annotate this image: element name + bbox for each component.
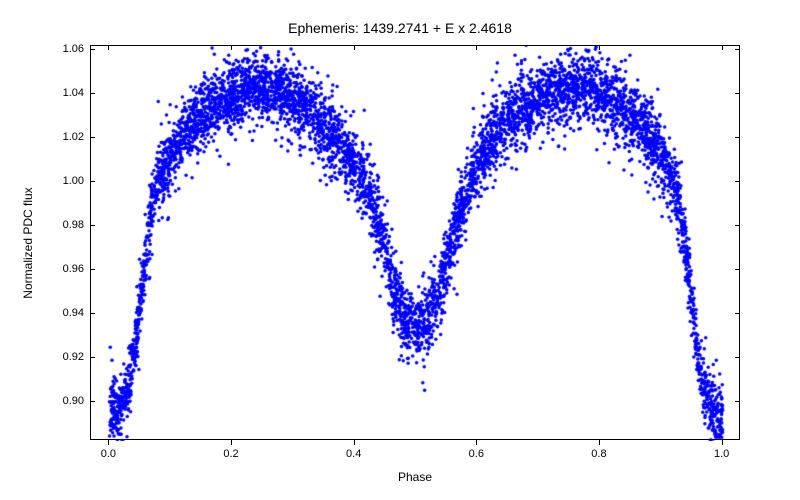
- x-tick-mark: [231, 45, 232, 50]
- x-tick-mark: [108, 45, 109, 50]
- y-tick-mark: [735, 225, 740, 226]
- y-tick-mark: [90, 269, 95, 270]
- y-tick-mark: [735, 181, 740, 182]
- y-tick-mark: [735, 49, 740, 50]
- chart-container: Ephemeris: 1439.2741 + E x 2.4618 Phase …: [0, 0, 800, 500]
- y-tick-label: 1.02: [52, 131, 84, 143]
- plot-area: [90, 45, 740, 440]
- x-tick-mark: [722, 45, 723, 50]
- x-tick-mark: [476, 45, 477, 50]
- y-tick-label: 0.94: [52, 307, 84, 319]
- y-tick-mark: [90, 357, 95, 358]
- x-tick-label: 0.4: [346, 448, 361, 460]
- scatter-canvas: [91, 46, 741, 441]
- y-tick-mark: [735, 269, 740, 270]
- x-tick-mark: [599, 440, 600, 445]
- x-tick-mark: [108, 440, 109, 445]
- y-tick-label: 1.00: [52, 175, 84, 187]
- y-tick-label: 0.90: [52, 395, 84, 407]
- x-tick-mark: [354, 45, 355, 50]
- y-tick-label: 1.04: [52, 87, 84, 99]
- y-tick-label: 0.98: [52, 219, 84, 231]
- y-tick-mark: [735, 357, 740, 358]
- y-tick-mark: [90, 49, 95, 50]
- y-tick-mark: [90, 93, 95, 94]
- y-tick-label: 0.92: [52, 351, 84, 363]
- y-tick-mark: [90, 313, 95, 314]
- y-tick-label: 1.06: [52, 43, 84, 55]
- x-tick-mark: [354, 440, 355, 445]
- y-tick-mark: [735, 401, 740, 402]
- x-tick-mark: [599, 45, 600, 50]
- x-tick-mark: [722, 440, 723, 445]
- x-tick-label: 0.0: [101, 448, 116, 460]
- y-tick-mark: [90, 401, 95, 402]
- x-tick-label: 0.6: [469, 448, 484, 460]
- y-tick-mark: [735, 313, 740, 314]
- y-axis-label: Normalized PDC flux: [21, 187, 35, 298]
- x-axis-label: Phase: [398, 470, 432, 484]
- plot-title: Ephemeris: 1439.2741 + E x 2.4618: [0, 20, 800, 36]
- y-tick-label: 0.96: [52, 263, 84, 275]
- y-tick-mark: [735, 93, 740, 94]
- y-tick-mark: [90, 181, 95, 182]
- x-tick-mark: [476, 440, 477, 445]
- x-tick-mark: [231, 440, 232, 445]
- y-tick-mark: [735, 137, 740, 138]
- y-tick-mark: [90, 225, 95, 226]
- x-tick-label: 0.8: [591, 448, 606, 460]
- x-tick-label: 1.0: [714, 448, 729, 460]
- y-tick-mark: [90, 137, 95, 138]
- x-tick-label: 0.2: [223, 448, 238, 460]
